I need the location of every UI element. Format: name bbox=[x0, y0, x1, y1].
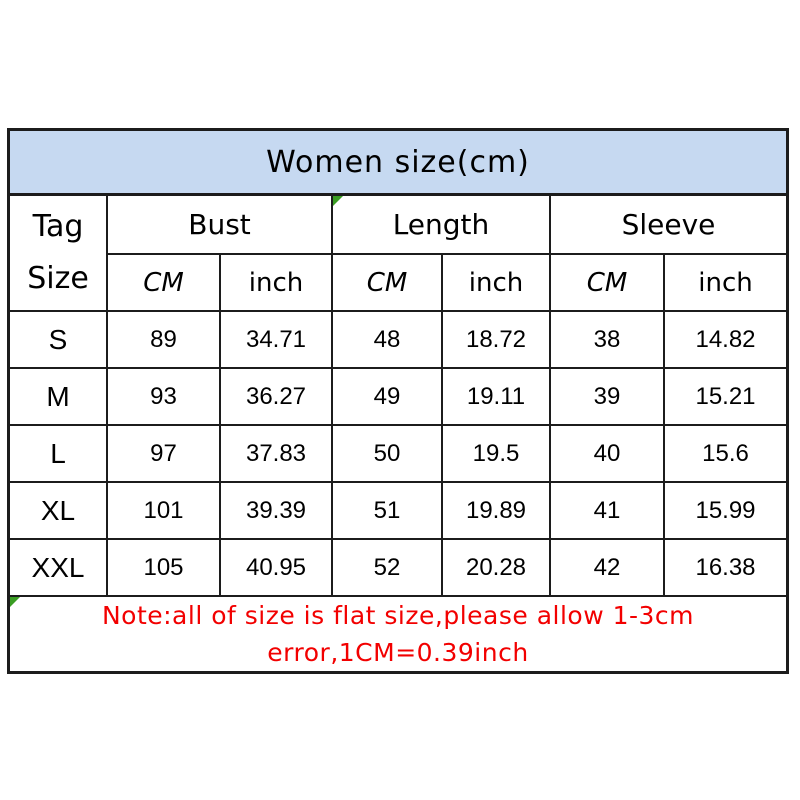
bust-cm-value: 97 bbox=[108, 426, 221, 483]
women-size-chart: Women size(cm) Tag Size Bust Length Slee… bbox=[7, 128, 789, 674]
header-tag-line2: Size bbox=[27, 261, 89, 296]
bust-cm-value: 93 bbox=[108, 369, 221, 426]
length-cm-value: 51 bbox=[333, 483, 443, 540]
header-sleeve: Sleeve bbox=[551, 196, 786, 255]
header-length-label: Length bbox=[392, 208, 490, 241]
length-cm-value: 48 bbox=[333, 312, 443, 369]
bust-cm-value: 105 bbox=[108, 540, 221, 597]
note-line2: error,1CM=0.39inch bbox=[267, 638, 529, 667]
length-inch-value: 19.11 bbox=[443, 369, 551, 426]
sleeve-cm-value: 39 bbox=[551, 369, 665, 426]
bust-inch-value: 37.83 bbox=[221, 426, 333, 483]
header-bust-label: Bust bbox=[188, 208, 251, 241]
header-length-inch: inch bbox=[443, 255, 551, 312]
sleeve-cm-value: 41 bbox=[551, 483, 665, 540]
bust-inch-value: 39.39 bbox=[221, 483, 333, 540]
bust-inch-value: 40.95 bbox=[221, 540, 333, 597]
header-tag-size: Tag Size bbox=[10, 196, 108, 312]
header-length: Length bbox=[333, 196, 551, 255]
note-line1: Note:all of size is flat size,please all… bbox=[101, 600, 695, 630]
header-sleeve-label: Sleeve bbox=[621, 208, 716, 241]
table-title-bar: Women size(cm) bbox=[10, 131, 786, 196]
size-label: S bbox=[10, 312, 108, 369]
header-sleeve-inch: inch bbox=[665, 255, 786, 312]
sleeve-inch-value: 15.99 bbox=[665, 483, 786, 540]
table-grid: Tag Size Bust Length Sleeve CM inch CM i… bbox=[10, 196, 786, 671]
size-note: Note:all of size is flat size,please all… bbox=[10, 597, 786, 671]
green-corner-marker-icon bbox=[10, 597, 20, 607]
length-cm-value: 52 bbox=[333, 540, 443, 597]
sleeve-inch-value: 15.6 bbox=[665, 426, 786, 483]
sleeve-cm-value: 40 bbox=[551, 426, 665, 483]
bust-inch-value: 36.27 bbox=[221, 369, 333, 426]
sleeve-cm-value: 38 bbox=[551, 312, 665, 369]
length-cm-value: 50 bbox=[333, 426, 443, 483]
sleeve-inch-value: 15.21 bbox=[665, 369, 786, 426]
sleeve-cm-value: 42 bbox=[551, 540, 665, 597]
bust-cm-value: 101 bbox=[108, 483, 221, 540]
bust-cm-value: 89 bbox=[108, 312, 221, 369]
length-inch-value: 18.72 bbox=[443, 312, 551, 369]
size-label: XL bbox=[10, 483, 108, 540]
size-label: L bbox=[10, 426, 108, 483]
sleeve-inch-value: 16.38 bbox=[665, 540, 786, 597]
length-inch-value: 19.89 bbox=[443, 483, 551, 540]
header-sleeve-cm: CM bbox=[551, 255, 665, 312]
bust-inch-value: 34.71 bbox=[221, 312, 333, 369]
size-label: XXL bbox=[10, 540, 108, 597]
header-bust-inch: inch bbox=[221, 255, 333, 312]
size-label: M bbox=[10, 369, 108, 426]
length-cm-value: 49 bbox=[333, 369, 443, 426]
length-inch-value: 19.5 bbox=[443, 426, 551, 483]
header-bust-cm: CM bbox=[108, 255, 221, 312]
table-title: Women size(cm) bbox=[266, 144, 530, 180]
header-tag-line1: Tag bbox=[32, 209, 84, 244]
header-length-cm: CM bbox=[333, 255, 443, 312]
header-bust: Bust bbox=[108, 196, 333, 255]
sleeve-inch-value: 14.82 bbox=[665, 312, 786, 369]
green-corner-marker-icon bbox=[333, 196, 343, 206]
length-inch-value: 20.28 bbox=[443, 540, 551, 597]
